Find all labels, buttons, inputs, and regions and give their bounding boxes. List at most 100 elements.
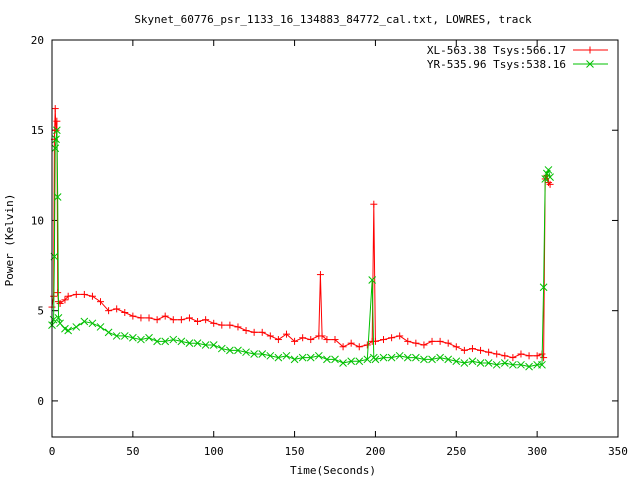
series-0-point-36 (274, 336, 282, 344)
series-1-point-66 (500, 359, 509, 367)
series-1-point-58 (436, 353, 444, 362)
series-0-point-69 (509, 354, 517, 362)
series-1-point-24 (177, 337, 186, 346)
series-0-point-61 (444, 339, 452, 347)
series-0-point-31 (234, 323, 242, 331)
series-0-point-63 (460, 346, 468, 354)
series-0-point-46 (339, 343, 347, 351)
series-1-point-71 (538, 360, 546, 369)
series-1-point-10 (64, 326, 73, 335)
series-1-point-50 (371, 355, 380, 364)
series-1-point-65 (492, 360, 501, 369)
series-1-point-64 (484, 359, 493, 367)
series-0-point-32 (242, 327, 250, 335)
series-0-point-65 (477, 346, 485, 354)
series-0-point-33 (250, 328, 258, 336)
series-1-point-27 (201, 341, 210, 349)
series-0-point-57 (412, 339, 420, 347)
series-0-point-26 (194, 318, 202, 326)
series-0-point-21 (153, 316, 161, 324)
series-0-point-35 (266, 332, 274, 340)
y-tick-label-2: 10 (31, 214, 44, 227)
series-1-point-33 (250, 350, 258, 358)
series-0-point-71 (525, 352, 533, 360)
series-1-point-5 (52, 126, 61, 135)
series-1-point-25 (185, 339, 194, 348)
series-0-point-55 (396, 332, 404, 340)
series-0-point-24 (177, 316, 185, 324)
x-tick-label-5: 250 (446, 445, 466, 458)
series-1-point-59 (444, 355, 453, 364)
series-1-point-36 (274, 353, 283, 362)
y-tick-label-1: 5 (37, 305, 44, 318)
series-0-point-11 (72, 290, 80, 298)
series-1-point-46 (355, 357, 364, 366)
series-0-point-68 (501, 352, 509, 360)
series-1-point-48 (368, 276, 377, 284)
series-1-point-41 (314, 351, 323, 360)
series-1-point-31 (234, 346, 242, 355)
series-1-point-1 (49, 315, 58, 324)
series-0-point-18 (129, 312, 137, 320)
series-1-point-20 (145, 333, 153, 342)
series-0-point-37 (282, 330, 290, 338)
series-0-point-34 (258, 328, 266, 336)
series-0-point-44 (323, 336, 331, 344)
series-0-point-78 (546, 180, 554, 188)
series-1-point-34 (258, 350, 267, 358)
series-1-point-18 (129, 333, 137, 342)
series-0-point-9 (61, 296, 69, 304)
series-0-point-60 (436, 337, 444, 345)
series-1-point-53 (395, 351, 404, 360)
series-0-point-49 (363, 341, 371, 349)
y-tick-label-4: 20 (31, 34, 44, 47)
series-0-point-23 (169, 316, 177, 324)
series-0-point-28 (210, 319, 218, 327)
series-0-point-51 (370, 200, 378, 208)
y-tick-label-0: 0 (37, 395, 44, 408)
plot-frame (51, 39, 619, 438)
series-1-point-76 (546, 173, 554, 181)
series-0-point-27 (202, 316, 210, 324)
series-1-point-38 (290, 355, 299, 364)
series-0-point-39 (299, 334, 307, 342)
series-0 (48, 105, 554, 362)
legend-label-1: YR-535.96 Tsys:538.16 (427, 58, 566, 71)
series-1-point-15 (104, 328, 113, 337)
series-0-point-59 (428, 337, 436, 345)
series-1-point-72 (539, 283, 548, 292)
series-1-point-23 (169, 335, 178, 344)
series-0-point-25 (185, 314, 193, 322)
series-0-point-3 (51, 105, 59, 113)
series-1-point-69 (525, 362, 533, 371)
series-0-point-13 (88, 292, 96, 300)
x-tick-label-3: 150 (285, 445, 305, 458)
series-1-point-14 (96, 323, 105, 331)
series-1-point-13 (88, 319, 97, 328)
series-0-point-29 (218, 321, 226, 329)
series-0-point-58 (420, 341, 428, 349)
x-tick-label-1: 50 (126, 445, 139, 458)
series-0-point-53 (380, 336, 388, 344)
series-0-point-45 (331, 336, 339, 344)
series-1-point-35 (266, 351, 275, 360)
series-0-point-8 (56, 299, 64, 307)
series-1-point-60 (452, 357, 461, 366)
series-1-point-52 (387, 353, 396, 362)
series-1-point-51 (379, 353, 388, 362)
x-tick-label-0: 0 (49, 445, 56, 458)
x-tick-label-2: 100 (204, 445, 224, 458)
series-0-point-15 (105, 307, 113, 315)
series-1-point-28 (209, 341, 218, 349)
series-1-point-44 (339, 359, 347, 367)
series-1-point-37 (282, 351, 291, 360)
series-0-point-42 (316, 271, 324, 279)
series-1-point-11 (72, 323, 81, 331)
series-1-point-61 (460, 359, 469, 367)
series-0-point-12 (80, 290, 88, 298)
series-1-point-22 (161, 337, 170, 346)
series-0-point-70 (517, 350, 525, 358)
series-1-point-3 (51, 144, 60, 153)
